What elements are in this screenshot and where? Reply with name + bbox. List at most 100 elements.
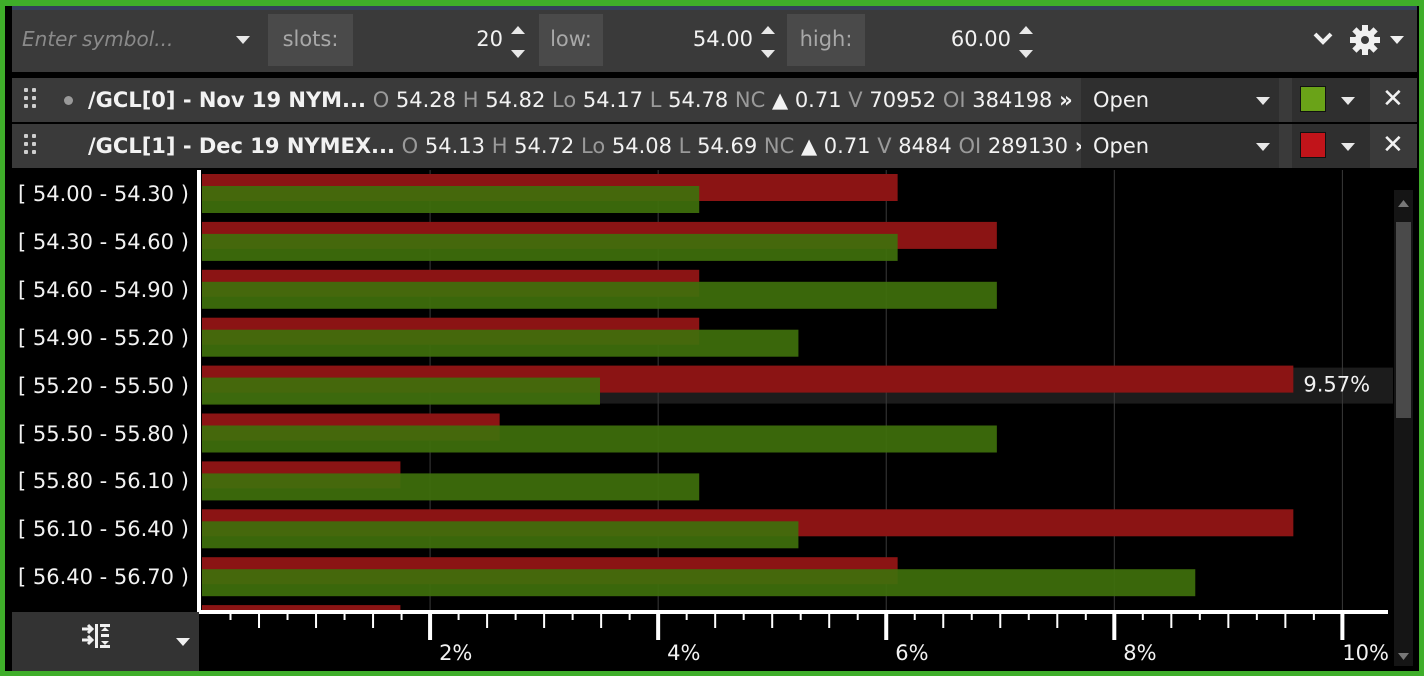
price-mode-caret-icon[interactable] (1256, 143, 1270, 151)
color-picker[interactable] (1292, 78, 1370, 122)
series-symbol[interactable]: /GCL[0] - Nov 19 NYM... (88, 88, 366, 112)
category-label: [ 56.40 - 56.70 ) (18, 565, 189, 590)
chart-options-area (12, 612, 199, 671)
category-label: [ 54.30 - 54.60 ) (18, 229, 189, 254)
quote-summary: /GCL[1] - Dec 19 NYMEX... O 54.13 H 54.7… (88, 134, 1088, 158)
high-field[interactable]: 60.00 (865, 14, 1045, 66)
high-label: H (491, 134, 508, 158)
low-decrement-icon[interactable] (761, 50, 775, 58)
series-row-0: /GCL[0] - Nov 19 NYM... O 54.28 H 54.82 … (12, 78, 1417, 122)
bar-series-green (202, 425, 997, 453)
scroll-up-icon[interactable] (1398, 200, 1409, 207)
volume-label: V (848, 88, 863, 112)
bar-series-green (202, 569, 1196, 597)
chart-options-icons (82, 623, 190, 648)
net-change-value: 0.71 (823, 134, 871, 158)
price-mode-dropdown[interactable]: Open (1081, 124, 1279, 168)
low-value: 54.08 (611, 134, 672, 158)
last-value: 54.69 (697, 134, 758, 158)
scrollbar-thumb[interactable] (1396, 222, 1411, 418)
toolbar: Enter symbol... slots: 20 low: 54.00 hig… (12, 10, 1417, 72)
color-picker-caret-icon[interactable] (1341, 97, 1355, 105)
close-icon[interactable]: ✕ (1382, 84, 1404, 114)
low-value: 54.17 (582, 88, 644, 112)
high-label: H (462, 88, 479, 112)
category-label: [ 54.00 - 54.30 ) (18, 182, 189, 206)
series-row-1: /GCL[1] - Dec 19 NYMEX... O 54.13 H 54.7… (12, 124, 1417, 168)
high-increment-icon[interactable] (1019, 26, 1033, 34)
bar-series-green (202, 281, 997, 309)
color-picker-caret-icon[interactable] (1341, 143, 1355, 151)
open-interest-value: 384198 (972, 88, 1053, 112)
open-interest-label: OI (942, 88, 966, 112)
histogram-chart: [ 54.00 - 54.30 ) [ 54.30 - 54.60 ) [ 54.6… (12, 170, 1417, 671)
color-picker[interactable] (1292, 124, 1370, 168)
slots-label: slots: (268, 14, 353, 66)
last-label: L (649, 88, 662, 112)
slots-decrement-icon[interactable] (511, 50, 525, 58)
open-value: 54.13 (424, 134, 485, 158)
scroll-down-icon[interactable] (1398, 653, 1409, 660)
x-tick-label: 6% (895, 641, 928, 665)
category-label: [ 55.20 - 55.50 ) (18, 373, 189, 398)
net-change-value: 0.71 (794, 88, 842, 112)
bar-series-green (202, 329, 799, 357)
volume-label: V (877, 134, 892, 158)
volume-value: 8484 (898, 134, 952, 158)
net-change-label: NC (734, 88, 766, 112)
bar-series-green (202, 377, 600, 405)
open-value: 54.28 (395, 88, 457, 112)
slots-increment-icon[interactable] (511, 26, 525, 34)
high-label: high: (787, 14, 865, 66)
bar-series-green (202, 186, 700, 213)
symbol-input[interactable]: Enter symbol... (12, 14, 262, 66)
category-label: [ 54.90 - 55.20 ) (18, 325, 189, 350)
slots-field[interactable]: 20 (357, 14, 537, 66)
vertical-scrollbar[interactable] (1394, 190, 1413, 666)
high-value: 54.72 (514, 134, 575, 158)
chevron-down-icon[interactable] (1313, 32, 1333, 45)
up-triangle-icon: ▲ (800, 134, 818, 158)
series-symbol[interactable]: /GCL[1] - Dec 19 NYMEX... (88, 134, 395, 158)
gear-icon[interactable] (1350, 25, 1380, 55)
category-label: [ 55.50 - 55.80 ) (18, 421, 189, 446)
status-dot-icon (64, 96, 73, 105)
scrollbar-svg (1396, 200, 1411, 660)
series-color-swatch[interactable] (1300, 86, 1326, 112)
high-value: 60.00 (950, 27, 1011, 51)
toolbar-icons (1313, 25, 1404, 55)
drag-handle-icon[interactable] (24, 134, 38, 156)
highlight-data-label: 9.57% (1303, 373, 1370, 397)
open-interest-value: 289130 (987, 134, 1069, 158)
symbol-dropdown-caret-icon[interactable] (236, 36, 250, 44)
series-color-swatch[interactable] (1300, 132, 1326, 158)
options-caret-down-icon[interactable] (176, 638, 190, 646)
fit-rows-icon[interactable] (82, 623, 110, 648)
x-tick-label: 10% (1342, 641, 1389, 665)
expand-more-icon[interactable]: » (1059, 88, 1073, 112)
open-label: O (401, 134, 419, 158)
price-mode-value: Open (1093, 134, 1150, 158)
price-mode-dropdown[interactable]: Open (1081, 78, 1279, 122)
slots-value: 20 (476, 27, 503, 51)
last-value: 54.78 (668, 88, 729, 112)
category-label: [ 54.60 - 54.90 ) (18, 277, 189, 302)
low-label: Lo (552, 88, 577, 112)
quote-summary: /GCL[0] - Nov 19 NYM... O 54.28 H 54.82 … (88, 88, 1073, 112)
up-triangle-icon: ▲ (771, 88, 789, 112)
volume-value: 70952 (869, 88, 937, 112)
drag-handle-icon[interactable] (24, 88, 38, 110)
low-label: Lo (580, 134, 606, 158)
open-label: O (372, 88, 390, 112)
high-decrement-icon[interactable] (1019, 50, 1033, 58)
low-field[interactable]: 54.00 (607, 14, 787, 66)
price-mode-caret-icon[interactable] (1256, 97, 1270, 105)
low-value: 54.00 (692, 27, 753, 51)
high-value: 54.82 (485, 88, 546, 112)
settings-caret-down-icon[interactable] (1390, 36, 1404, 44)
close-icon[interactable]: ✕ (1382, 130, 1404, 160)
net-change-label: NC (763, 134, 795, 158)
low-increment-icon[interactable] (761, 26, 775, 34)
low-label: low: (539, 14, 603, 66)
